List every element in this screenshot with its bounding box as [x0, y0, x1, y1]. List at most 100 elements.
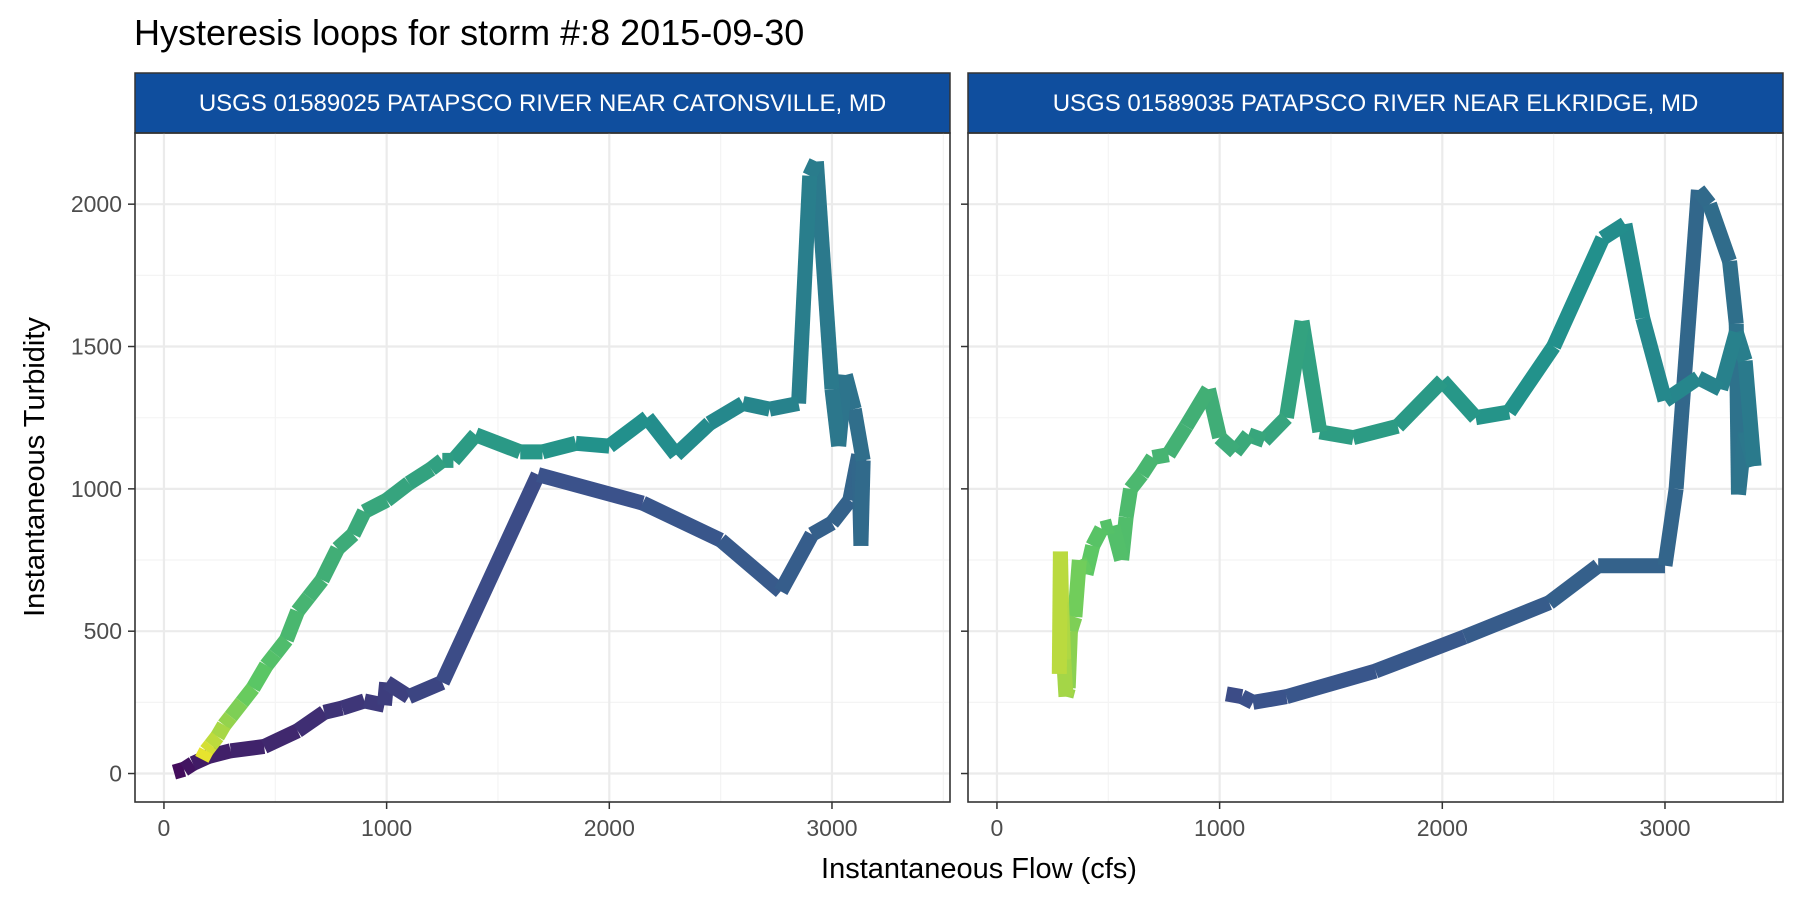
x-tick-label: 3000: [1639, 815, 1690, 841]
hysteresis-segment: [302, 575, 328, 602]
hysteresis-segment: [1086, 525, 1109, 550]
hysteresis-segment: [1246, 427, 1267, 448]
hysteresis-segment: [1598, 217, 1629, 245]
hysteresis-segment: [382, 676, 413, 703]
hysteresis-segment: [853, 460, 871, 546]
hysteresis-segment: [315, 545, 345, 584]
hysteresis-segment: [473, 427, 523, 459]
y-tick-label: 500: [84, 618, 122, 644]
hysteresis-segment: [346, 508, 372, 538]
hysteresis-segment: [293, 706, 329, 737]
hysteresis-segment: [1617, 222, 1651, 320]
hysteresis-segment: [1668, 189, 1706, 490]
hysteresis-segment: [808, 160, 840, 390]
hysteresis-segment: [1372, 629, 1468, 679]
y-tick-label: 1500: [71, 334, 122, 360]
hysteresis-segment: [246, 661, 273, 692]
y-axis-title: Instantaneous Turbidity: [19, 317, 51, 617]
hysteresis-segment: [171, 762, 187, 780]
hysteresis-segment: [447, 429, 482, 466]
hysteresis-segment: [1099, 518, 1115, 536]
panel-border-1: [134, 132, 951, 803]
x-tick-label: 2000: [1417, 815, 1468, 841]
hysteresis-segment: [260, 649, 282, 670]
hysteresis-segment: [1722, 260, 1744, 325]
hysteresis-segment: [1124, 469, 1148, 494]
hysteresis-segment: [404, 462, 436, 490]
hysteresis-segment: [279, 608, 305, 643]
hysteresis-segment: [1251, 689, 1288, 710]
x-tick-label: 1000: [1194, 815, 1245, 841]
y-tick-label: 0: [109, 761, 122, 787]
hysteresis-segment: [575, 435, 610, 454]
hysteresis-segment: [204, 731, 224, 750]
hysteresis-segment: [291, 592, 315, 616]
hysteresis-segment: [791, 175, 818, 404]
hysteresis-segment: [1474, 404, 1511, 426]
hysteresis-segment: [405, 675, 446, 704]
y-tick-label: 2000: [71, 191, 122, 217]
hysteresis-segment: [802, 158, 824, 179]
hysteresis-segment: [1502, 342, 1560, 417]
hysteresis-segment: [670, 417, 715, 461]
facet-strip-1: [134, 72, 951, 134]
hysteresis-segment: [1258, 412, 1292, 446]
hysteresis-segment: [824, 388, 847, 448]
hysteresis-segment: [1657, 487, 1684, 567]
hysteresis-segment: [1135, 453, 1160, 479]
x-axis-title: Instantaneous Flow (cfs): [821, 853, 1137, 885]
hysteresis-segment: [426, 454, 447, 475]
hysteresis-segment: [1151, 447, 1170, 465]
hysteresis-segment: [435, 471, 545, 686]
hysteresis-segment: [322, 700, 344, 720]
hysteresis-segment: [1214, 432, 1241, 458]
facet-strip-label-2: USGS 01589035 PATAPSCO RIVER NEAR ELKRID…: [1053, 90, 1699, 117]
hysteresis-segment: [1692, 185, 1716, 209]
hysteresis-segment: [741, 396, 772, 417]
x-tick-label: 1000: [361, 815, 412, 841]
hysteresis-segment: [1179, 385, 1215, 431]
hysteresis-segment: [536, 467, 645, 511]
hysteresis-segment: [382, 477, 414, 507]
hysteresis-segment: [1694, 371, 1725, 396]
hysteresis-segment: [846, 407, 871, 462]
facet-panel-1: USGS 01589025 PATAPSCO RIVER NEAR CATONS…: [71, 72, 951, 841]
facet-panel-2: USGS 01589035 PATAPSCO RIVER NEAR ELKRID…: [961, 72, 1784, 841]
hysteresis-segment: [639, 496, 724, 547]
hysteresis-segment: [715, 534, 786, 598]
hysteresis-segment: [1162, 422, 1193, 459]
hysteresis-segment: [1713, 330, 1744, 392]
hysteresis-segment: [179, 757, 197, 776]
hysteresis-segment: [210, 721, 231, 741]
hysteresis-segment: [1351, 418, 1400, 445]
hysteresis-segment: [360, 493, 391, 519]
hysteresis-segment: [224, 697, 248, 722]
x-tick-label: 3000: [806, 815, 857, 841]
hysteresis-segment: [705, 397, 747, 430]
y-tick-label: 1000: [71, 476, 122, 502]
hysteresis-segment: [1238, 689, 1257, 710]
hysteresis-segment: [1224, 686, 1244, 705]
facet-strip-2: [967, 72, 1784, 134]
hysteresis-segment: [1461, 595, 1552, 644]
plot-layer: USGS 01589025 PATAPSCO RIVER NEAR CATONS…: [71, 72, 1784, 841]
hysteresis-segment: [1392, 375, 1448, 432]
hysteresis-segment: [339, 693, 367, 716]
hysteresis-segment: [808, 516, 836, 541]
facet-strip-label-1: USGS 01589025 PATAPSCO RIVER NEAR CATONS…: [199, 90, 886, 117]
hysteresis-segment: [1105, 523, 1129, 562]
hysteresis-segment: [1635, 316, 1673, 403]
hysteresis-segment: [604, 411, 652, 453]
hysteresis-segment: [1063, 614, 1083, 634]
hysteresis-segment: [1546, 235, 1610, 350]
hysteresis-segment: [1067, 559, 1087, 618]
hysteresis-segment: [641, 413, 683, 460]
hysteresis-segment: [1051, 551, 1068, 674]
hysteresis-segment: [1702, 201, 1737, 264]
hysteresis-segment: [229, 739, 266, 759]
hysteresis-segment: [269, 635, 293, 659]
hysteresis-segment: [768, 396, 801, 417]
x-tick-label: 2000: [584, 815, 635, 841]
